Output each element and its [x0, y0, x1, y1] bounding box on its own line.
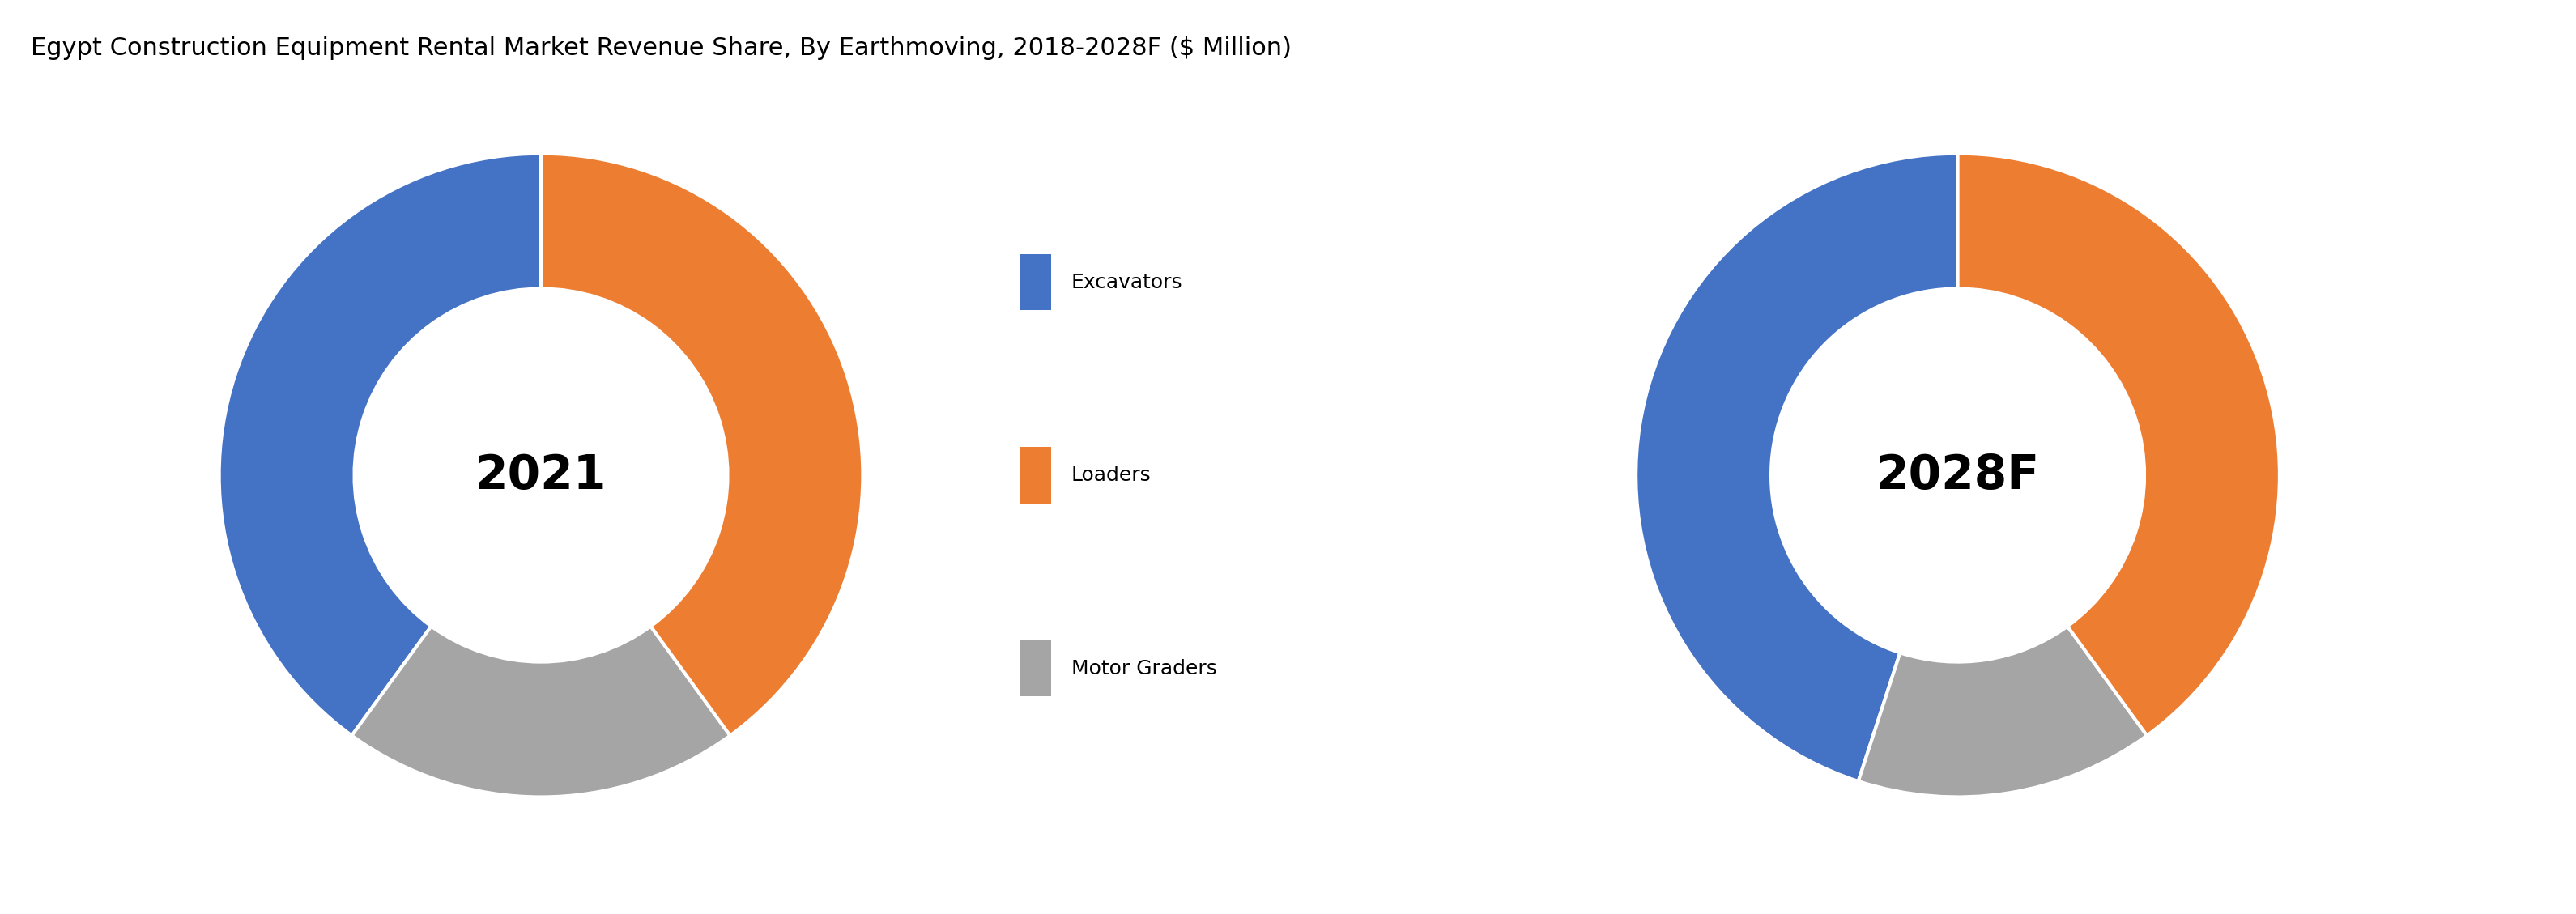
Bar — [1020, 447, 1051, 504]
Text: 2028F: 2028F — [1875, 452, 2040, 498]
Wedge shape — [1958, 154, 2280, 736]
Bar — [1020, 640, 1051, 696]
Wedge shape — [1636, 154, 1958, 781]
Text: Loaders: Loaders — [1072, 465, 1151, 485]
Bar — [1020, 254, 1051, 311]
Wedge shape — [353, 626, 729, 797]
Text: Motor Graders: Motor Graders — [1072, 659, 1216, 678]
Text: 2021: 2021 — [474, 452, 608, 498]
Wedge shape — [1857, 626, 2146, 797]
Text: Excavators: Excavators — [1072, 272, 1182, 292]
Wedge shape — [219, 154, 541, 736]
Text: Egypt Construction Equipment Rental Market Revenue Share, By Earthmoving, 2018-2: Egypt Construction Equipment Rental Mark… — [31, 37, 1291, 60]
Wedge shape — [541, 154, 863, 736]
